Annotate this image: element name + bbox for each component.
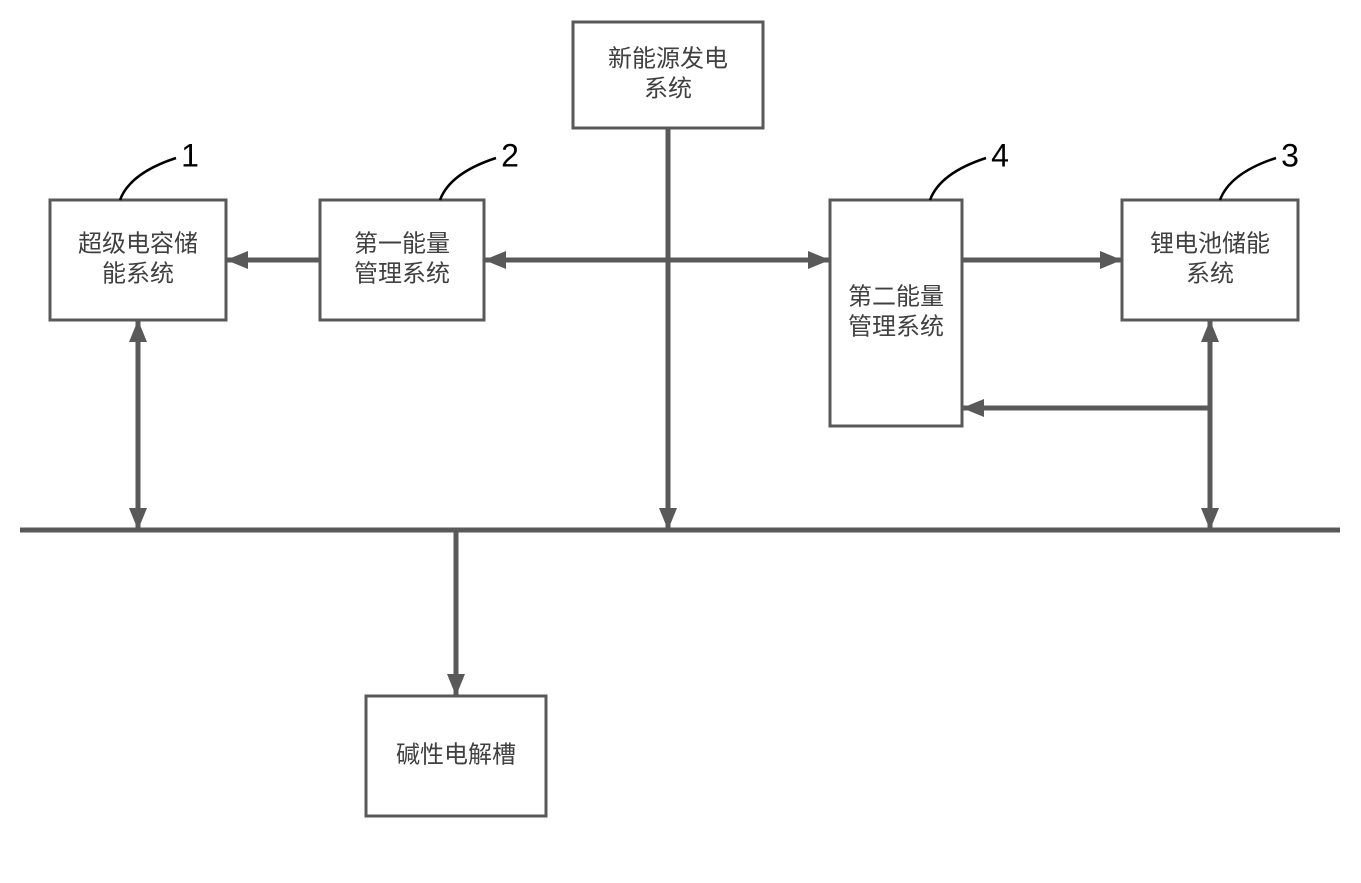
box-mgr1: 第一能量管理系统 <box>320 200 484 320</box>
box-label: 超级电容储 <box>78 230 198 257</box>
box-label: 管理系统 <box>848 313 944 340</box>
leader-number: 1 <box>181 137 199 173</box>
diagram-canvas: 新能源发电系统超级电容储能系统第一能量管理系统第二能量管理系统锂电池储能系统碱性… <box>0 0 1361 883</box>
box-mgr2: 第二能量管理系统 <box>830 200 962 426</box>
box-label: 碱性电解槽 <box>396 741 516 768</box>
box-label: 系统 <box>1186 260 1234 287</box>
leader-number: 4 <box>991 137 1009 173</box>
box-left: 超级电容储能系统 <box>50 200 226 320</box>
box-bottom: 碱性电解槽 <box>366 696 546 816</box>
box-label: 系统 <box>644 75 692 102</box>
box-label: 能系统 <box>102 260 174 287</box>
leader-number: 2 <box>501 137 519 173</box>
leader-number: 3 <box>1281 137 1299 173</box>
leader-line <box>930 158 986 200</box>
box-label: 第一能量 <box>354 230 450 257</box>
box-label: 第二能量 <box>848 283 944 310</box>
box-label: 新能源发电 <box>608 45 728 72</box>
leader-line <box>1220 158 1276 200</box>
box-label: 管理系统 <box>354 260 450 287</box>
box-label: 锂电池储能 <box>1150 230 1270 257</box>
box-top: 新能源发电系统 <box>573 22 763 128</box>
box-right: 锂电池储能系统 <box>1122 200 1298 320</box>
leader-line <box>440 158 496 200</box>
leader-line <box>120 158 176 200</box>
